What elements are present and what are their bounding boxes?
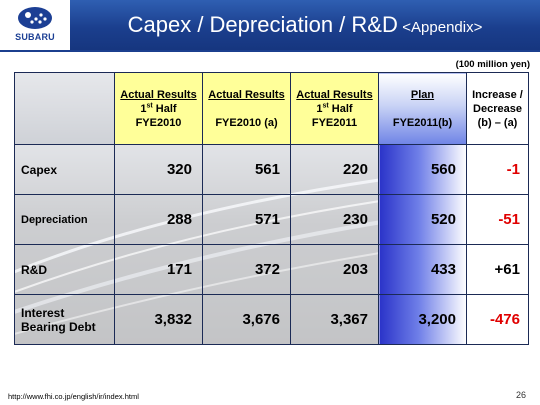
header-corner <box>14 72 115 145</box>
table-cell: 3,676 <box>202 294 291 345</box>
table-cell-plan: 520 <box>378 194 467 245</box>
unit-note: (100 million yen) <box>455 59 530 70</box>
table-cell: 288 <box>114 194 203 245</box>
table-cell: 3,832 <box>114 294 203 345</box>
table-cell: 171 <box>114 244 203 295</box>
table-cell: 571 <box>202 194 291 245</box>
table-row: R&D 171 372 203 433 +61 <box>14 244 529 295</box>
table-header-row: Actual Results 1st Half FYE2010 Actual R… <box>14 72 529 145</box>
table-cell: 3,367 <box>290 294 379 345</box>
row-label: Interest Bearing Debt <box>14 294 115 345</box>
table-row: Depreciation 288 571 230 520 -51 <box>14 194 529 245</box>
table-cell-plan: 3,200 <box>378 294 467 345</box>
column-header: Increase / Decrease (b) – (a) <box>466 72 529 145</box>
table-cell-plan: 560 <box>378 144 467 195</box>
header-divider <box>0 50 540 52</box>
table-cell-change: -51 <box>466 194 529 245</box>
page-title: Capex / Depreciation / R&D <Appendix> <box>70 0 540 50</box>
table-cell: 230 <box>290 194 379 245</box>
footer-url: http://www.fhi.co.jp/english/ir/index.ht… <box>8 392 139 401</box>
title-bar: Capex / Depreciation / R&D <Appendix> <box>70 0 540 50</box>
table-cell-change: +61 <box>466 244 529 295</box>
page-number: 26 <box>515 390 526 400</box>
financial-table: Actual Results 1st Half FYE2010 Actual R… <box>14 72 529 345</box>
table-cell: 220 <box>290 144 379 195</box>
row-label: Capex <box>14 144 115 195</box>
table-cell-change: -476 <box>466 294 529 345</box>
table-cell: 561 <box>202 144 291 195</box>
column-header: Actual Results 1st Half FYE2010 <box>114 72 203 145</box>
pleiades-emblem-icon <box>18 7 52 29</box>
title-main: Capex / Depreciation / R&D <box>127 12 398 37</box>
column-header-plan: Plan FYE2011(b) <box>378 72 467 145</box>
column-header: Actual Results FYE2010 (a) <box>202 72 291 145</box>
table-row: Interest Bearing Debt 3,832 3,676 3,367 … <box>14 294 529 345</box>
table-cell: 372 <box>202 244 291 295</box>
table-cell-plan: 433 <box>378 244 467 295</box>
title-sub: <Appendix> <box>402 19 483 36</box>
table-row: Capex 320 561 220 560 -1 <box>14 144 529 195</box>
table-cell: 320 <box>114 144 203 195</box>
header: SUBARU Capex / Depreciation / R&D <Appen… <box>0 0 540 52</box>
table-cell-change: -1 <box>466 144 529 195</box>
brand-logo: SUBARU <box>0 0 70 52</box>
brand-name: SUBARU <box>15 32 55 42</box>
row-label: R&D <box>14 244 115 295</box>
row-label: Depreciation <box>14 194 115 245</box>
table-cell: 203 <box>290 244 379 295</box>
column-header: Actual Results 1st Half FYE2011 <box>290 72 379 145</box>
